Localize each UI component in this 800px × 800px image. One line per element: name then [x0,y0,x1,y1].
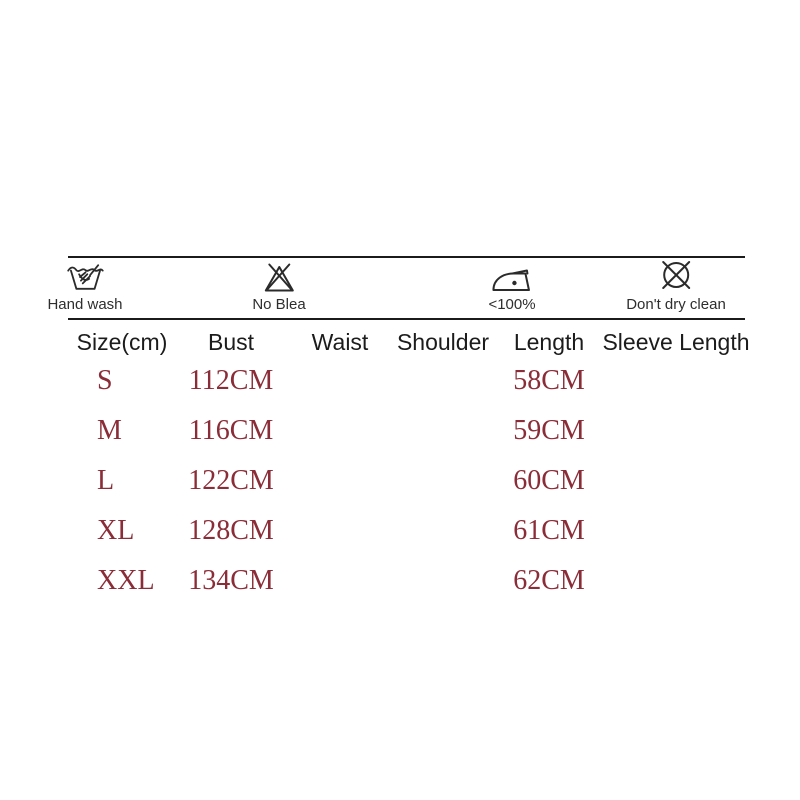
care-item-no-dry-clean: Don't dry clean [626,259,726,313]
cell-bust: 128CM [188,515,274,546]
col-header-shoulder: Shoulder [396,329,490,355]
col-header-size: Size(cm) [76,329,168,355]
hand-wash-icon [65,259,105,293]
cell-size: M [97,415,122,446]
col-header-bust: Bust [207,329,255,355]
cell-length: 60CM [513,465,585,496]
iron-low-temp-icon [489,259,535,293]
cell-size: XXL [97,565,155,596]
cell-length: 59CM [513,415,585,446]
divider-bottom [68,318,745,320]
cell-bust: 134CM [188,565,274,596]
care-label-hand-wash: Hand wash [47,296,123,313]
cell-bust: 112CM [188,365,274,396]
divider-top [68,256,745,258]
no-dry-clean-icon [658,259,694,293]
care-label-no-bleach: No Blea [252,296,306,313]
care-label-iron: <100% [488,296,536,313]
care-item-iron: <100% [488,259,536,313]
cell-length: 58CM [513,365,585,396]
cell-size: S [97,365,113,396]
care-item-hand-wash: Hand wash [47,259,123,313]
cell-size: XL [97,515,135,546]
cell-length: 62CM [513,565,585,596]
col-header-waist: Waist [311,329,369,355]
care-label-no-dry-clean: Don't dry clean [626,296,726,313]
col-header-length: Length [513,329,585,355]
cell-length: 61CM [513,515,585,546]
cell-size: L [97,465,115,496]
col-header-sleeve-length: Sleeve Length [602,329,750,355]
care-item-no-bleach: No Blea [252,259,306,313]
cell-bust: 122CM [188,465,274,496]
cell-bust: 116CM [188,415,274,446]
no-bleach-icon [261,259,297,293]
